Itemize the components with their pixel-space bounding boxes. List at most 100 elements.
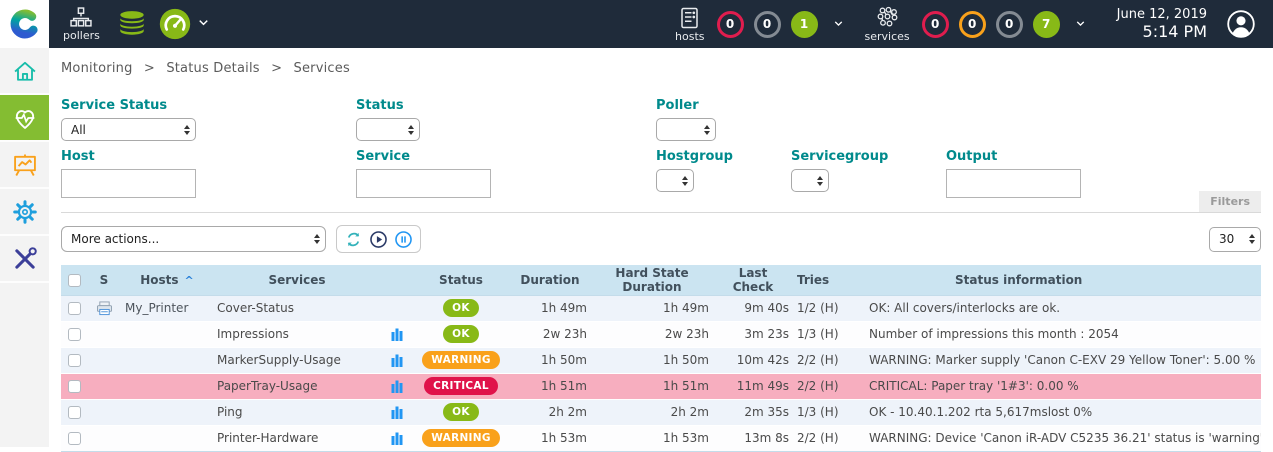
- status-label: Status: [356, 98, 404, 113]
- hosts-down-counter[interactable]: 0: [716, 10, 744, 38]
- services-critical-counter[interactable]: 0: [921, 10, 949, 38]
- header-services[interactable]: Services: [213, 265, 381, 295]
- status-select[interactable]: [356, 118, 420, 141]
- current-time: 5:14 PM: [1142, 22, 1207, 41]
- row-checkbox[interactable]: [67, 432, 81, 445]
- hosts-up-counter[interactable]: 1: [790, 10, 818, 38]
- sidebar-item-home[interactable]: [0, 48, 49, 95]
- service-status-value: All: [71, 122, 86, 137]
- hostgroup-select[interactable]: [656, 169, 694, 192]
- hard-state-duration-cell: 2h 2m: [591, 399, 713, 425]
- stepper-icon: [1249, 234, 1255, 244]
- graph-icon[interactable]: [391, 327, 403, 341]
- servicegroup-label: Servicegroup: [791, 149, 889, 164]
- poller-chevron-down-icon[interactable]: [196, 15, 211, 34]
- row-checkbox[interactable]: [67, 380, 81, 393]
- header-tries[interactable]: Tries: [793, 265, 865, 295]
- database-status-icon[interactable]: [116, 8, 148, 40]
- hosts-counters: 0 0 1: [716, 10, 849, 38]
- service-name[interactable]: MarkerSupply-Usage: [213, 347, 381, 373]
- hard-state-duration-cell: 1h 50m: [591, 347, 713, 373]
- stepper-icon: [704, 125, 710, 135]
- centreon-logo[interactable]: [0, 0, 49, 48]
- breadcrumb-services[interactable]: Services: [293, 61, 350, 76]
- select-all-checkbox[interactable]: [67, 273, 81, 287]
- service-name[interactable]: PaperTray-Usage: [213, 373, 381, 399]
- breadcrumb-monitoring[interactable]: Monitoring: [61, 61, 133, 76]
- filter-panel: Service Status All Status Poller: [61, 88, 1261, 213]
- graph-icon[interactable]: [391, 379, 403, 393]
- header-hard-state-duration[interactable]: Hard State Duration: [591, 265, 713, 295]
- last-check-cell: 11m 49s: [713, 373, 793, 399]
- host-name[interactable]: My_Printer: [121, 295, 213, 321]
- graph-icon[interactable]: [391, 405, 403, 419]
- pollers-menu[interactable]: pollers: [63, 7, 100, 41]
- header-s[interactable]: S: [87, 265, 121, 295]
- service-name[interactable]: Impressions: [213, 321, 381, 347]
- row-checkbox[interactable]: [67, 328, 81, 341]
- gauge-status-icon[interactable]: [158, 7, 192, 41]
- output-input[interactable]: [946, 169, 1081, 198]
- status-badge: OK: [443, 403, 479, 421]
- service-status-select[interactable]: All: [61, 118, 196, 141]
- services-ok-counter[interactable]: 7: [1032, 10, 1060, 38]
- services-unknown-counter[interactable]: 0: [995, 10, 1023, 38]
- row-checkbox[interactable]: [67, 406, 81, 419]
- host-input[interactable]: [61, 169, 196, 198]
- table-body: My_Printer Cover-Status OK 1h 49m 1h 49m…: [61, 295, 1261, 451]
- user-profile-button[interactable]: [1225, 8, 1257, 40]
- host-name[interactable]: [121, 321, 213, 347]
- host-name[interactable]: [121, 373, 213, 399]
- service-name[interactable]: Cover-Status: [213, 295, 381, 321]
- play-button[interactable]: [369, 230, 388, 249]
- service-name[interactable]: Ping: [213, 399, 381, 425]
- tries-cell: 1/2 (H): [793, 295, 865, 321]
- page-size-select[interactable]: 30: [1209, 226, 1261, 252]
- sort-asc-icon: ^: [184, 273, 194, 287]
- header-duration[interactable]: Duration: [509, 265, 591, 295]
- filters-tab[interactable]: Filters: [1199, 191, 1261, 212]
- graph-icon[interactable]: [391, 431, 403, 445]
- sidebar-item-configuration[interactable]: [0, 189, 49, 236]
- home-icon: [13, 61, 36, 81]
- gear-icon: [12, 199, 37, 224]
- hostgroup-label: Hostgroup: [656, 149, 733, 164]
- host-name[interactable]: [121, 425, 213, 451]
- header-last-check[interactable]: Last Check: [713, 265, 793, 295]
- services-warning-counter[interactable]: 0: [958, 10, 986, 38]
- host-name[interactable]: [121, 347, 213, 373]
- services-menu[interactable]: services: [865, 6, 910, 42]
- header-hosts[interactable]: Hosts ^: [121, 265, 213, 295]
- service-input[interactable]: [356, 169, 491, 198]
- printer-icon: [96, 300, 113, 315]
- breadcrumb-status-details[interactable]: Status Details: [166, 61, 260, 76]
- tries-cell: 2/2 (H): [793, 347, 865, 373]
- services-chevron-down-icon[interactable]: [1074, 15, 1087, 34]
- row-checkbox[interactable]: [67, 302, 81, 315]
- service-name[interactable]: Printer-Hardware: [213, 425, 381, 451]
- services-label: services: [864, 30, 910, 43]
- sidebar-item-administration[interactable]: [0, 236, 49, 283]
- sidebar-item-reporting[interactable]: [0, 142, 49, 189]
- sidebar-item-monitoring[interactable]: [0, 95, 49, 142]
- poller-select[interactable]: [656, 118, 716, 141]
- table-row: PaperTray-Usage CRITICAL 1h 51m 1h 51m 1…: [61, 373, 1261, 399]
- refresh-button[interactable]: [344, 230, 363, 249]
- hosts-unreachable-counter[interactable]: 0: [753, 10, 781, 38]
- more-actions-select[interactable]: More actions...: [61, 226, 326, 252]
- header-status[interactable]: Status: [413, 265, 509, 295]
- hard-state-duration-cell: 2w 23h: [591, 321, 713, 347]
- more-actions-value: More actions...: [71, 232, 160, 246]
- graph-icon[interactable]: [391, 353, 403, 367]
- page-size-value: 30: [1219, 232, 1235, 246]
- services-table: S Hosts ^ Services Status Duration Hard S…: [61, 265, 1261, 452]
- header-status-information[interactable]: Status information: [865, 265, 1261, 295]
- table-header-row: S Hosts ^ Services Status Duration Hard S…: [61, 265, 1261, 295]
- hosts-menu[interactable]: hosts: [675, 6, 705, 42]
- hosts-chevron-down-icon[interactable]: [832, 15, 845, 34]
- row-checkbox[interactable]: [67, 354, 81, 367]
- pause-button[interactable]: [394, 230, 413, 249]
- servicegroup-select[interactable]: [791, 169, 829, 192]
- host-name[interactable]: [121, 399, 213, 425]
- tries-cell: 1/3 (H): [793, 399, 865, 425]
